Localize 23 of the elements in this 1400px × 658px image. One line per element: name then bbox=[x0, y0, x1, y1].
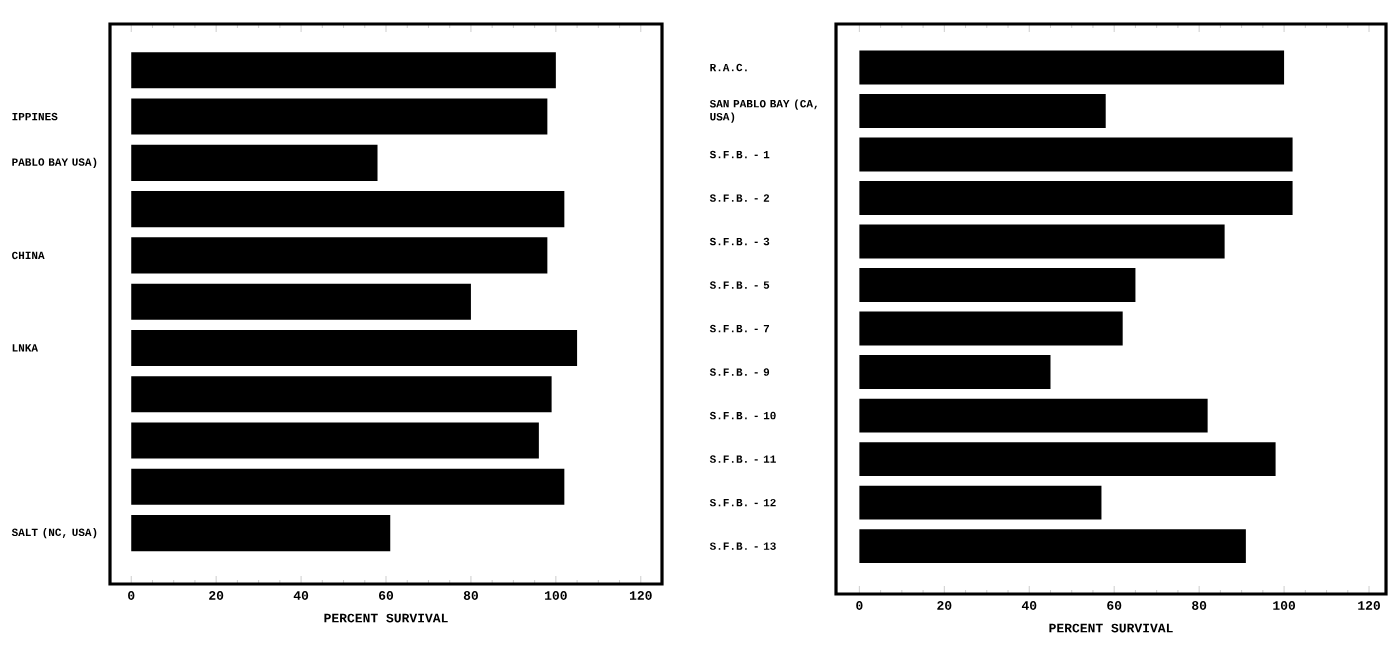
bar bbox=[859, 442, 1276, 477]
bar bbox=[131, 98, 548, 135]
bar bbox=[131, 283, 471, 320]
bar bbox=[131, 191, 565, 228]
bar bbox=[859, 311, 1123, 346]
bar bbox=[859, 355, 1051, 390]
bar bbox=[131, 237, 548, 274]
bar bbox=[131, 329, 578, 367]
bar bbox=[131, 376, 552, 413]
bar bbox=[859, 181, 1293, 216]
bar bbox=[859, 50, 1285, 85]
bar bbox=[131, 52, 556, 89]
bar bbox=[859, 268, 1136, 303]
bar bbox=[859, 137, 1293, 172]
bar bbox=[131, 422, 539, 459]
bar bbox=[859, 224, 1225, 259]
bar bbox=[131, 468, 565, 505]
bar bbox=[859, 485, 1102, 520]
bar bbox=[131, 515, 391, 552]
bar bbox=[859, 529, 1246, 564]
bar bbox=[859, 398, 1208, 433]
bar bbox=[131, 144, 378, 181]
bar bbox=[859, 94, 1106, 128]
